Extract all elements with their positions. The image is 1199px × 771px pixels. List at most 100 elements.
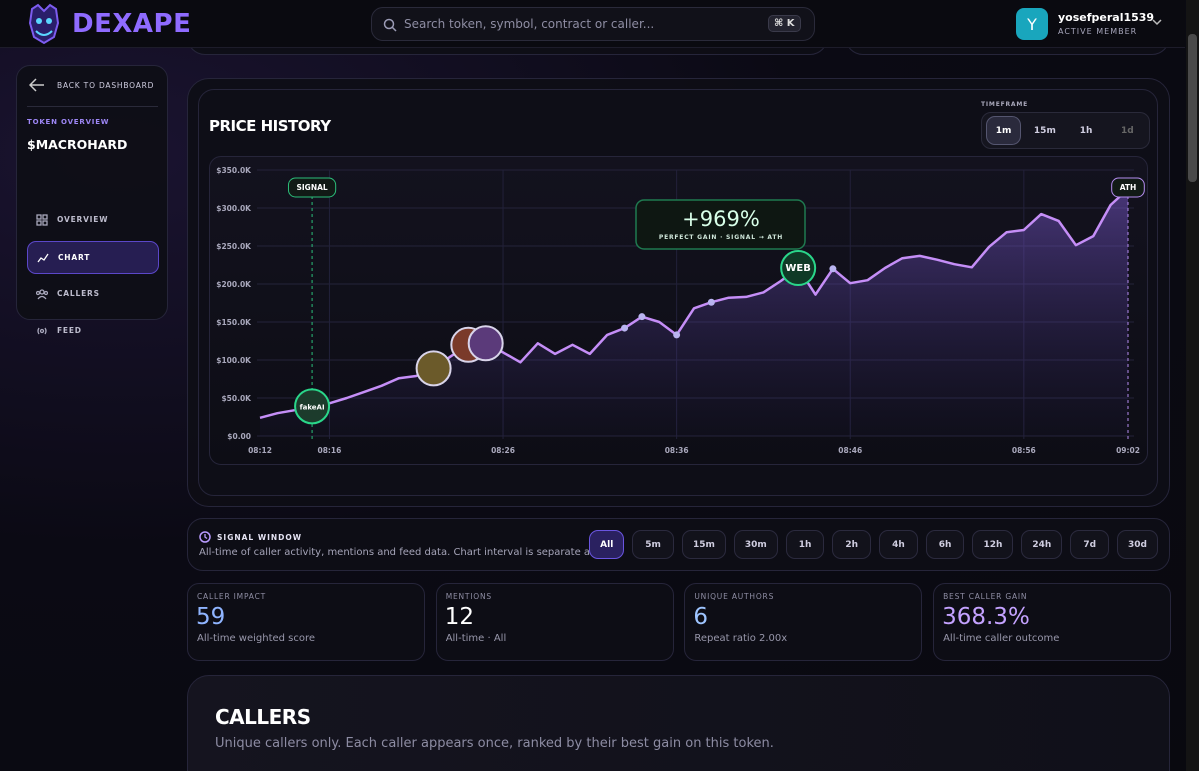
nav-icon bbox=[36, 289, 48, 300]
dropdown-chevron[interactable] bbox=[1152, 19, 1162, 27]
window-option[interactable]: 12h bbox=[972, 530, 1014, 559]
window-description: All-time of caller activity, mentions an… bbox=[199, 547, 618, 558]
timeframe-button[interactable]: 1m bbox=[986, 116, 1022, 145]
x-tick-label: 09:02 bbox=[1116, 446, 1140, 455]
y-tick-label: $300.0K bbox=[216, 204, 252, 213]
timeframe-button[interactable]: 1d bbox=[1121, 125, 1134, 136]
signal-window: SIGNAL WINDOW All-time of caller activit… bbox=[187, 518, 1170, 571]
window-option[interactable]: 7d bbox=[1070, 530, 1110, 559]
avatar[interactable]: Y bbox=[1016, 8, 1048, 40]
annotation-label: ATH bbox=[1120, 183, 1137, 192]
stat-value: 12 bbox=[444, 604, 474, 630]
window-option[interactable]: 4h bbox=[879, 530, 918, 559]
x-tick-label: 08:16 bbox=[318, 446, 342, 455]
caller-marker[interactable] bbox=[780, 250, 817, 287]
window-option[interactable]: 5m bbox=[632, 530, 674, 559]
stat-label: BEST CALLER GAIN bbox=[943, 592, 1028, 601]
nav-label: CHART bbox=[58, 253, 91, 262]
point bbox=[707, 298, 715, 306]
window-option[interactable]: 2h bbox=[832, 530, 872, 559]
nav-label: FEED bbox=[57, 326, 82, 335]
scroll-thumb[interactable] bbox=[1188, 34, 1197, 182]
nav-item[interactable]: OVERVIEW bbox=[27, 204, 159, 237]
window-options: All 5m 15m 30m 1h 2h 4h 6h 12h 24h 7d 30d bbox=[589, 530, 1158, 559]
annotation-label: SIGNAL bbox=[296, 183, 327, 192]
window-option[interactable]: 15m bbox=[681, 530, 726, 559]
window-option[interactable]: All bbox=[589, 530, 625, 559]
y-tick-label: $350.0K bbox=[216, 166, 252, 175]
stat-card: MENTIONS 12 All-time · All bbox=[435, 583, 674, 661]
point bbox=[621, 324, 629, 332]
logo-text: DEXAPE bbox=[72, 9, 192, 39]
callers-subtitle: Unique callers only. Each caller appears… bbox=[215, 736, 774, 751]
back-link[interactable]: BACK TO DASHBOARD bbox=[57, 81, 155, 90]
x-tick-label: 08:26 bbox=[491, 446, 515, 455]
logo-icon bbox=[28, 3, 60, 45]
search-icon bbox=[383, 18, 397, 32]
section-label: TOKEN OVERVIEW bbox=[27, 118, 110, 126]
point bbox=[673, 331, 681, 339]
timeframe-button[interactable]: 1h bbox=[1079, 125, 1093, 136]
stat-value: 59 bbox=[196, 604, 226, 630]
annotation-tag bbox=[1111, 177, 1145, 198]
divider bbox=[27, 106, 158, 107]
y-tick-label: $150.0K bbox=[216, 318, 252, 327]
clock-icon bbox=[199, 531, 211, 543]
nav-label: OVERVIEW bbox=[57, 215, 109, 224]
scrollbar[interactable] bbox=[1186, 0, 1199, 771]
caller-marker[interactable] bbox=[467, 325, 504, 362]
window-option[interactable]: 30d bbox=[1117, 530, 1158, 559]
callout-subtext: PERFECT GAIN · SIGNAL → ATH bbox=[659, 234, 783, 241]
timeframe-label: TIMEFRAME bbox=[981, 101, 1029, 108]
stat-sub: Repeat ratio 2.00x bbox=[694, 633, 788, 644]
stat-sub: All-time · All bbox=[445, 633, 507, 644]
price-line bbox=[259, 188, 1129, 420]
stat-card: CALLER IMPACT 59 All-time weighted score bbox=[187, 583, 425, 661]
nav-icon bbox=[37, 327, 47, 335]
x-tick-label: 08:56 bbox=[1012, 446, 1036, 455]
stat-card: BEST CALLER GAIN 368.3% All-time caller ou… bbox=[933, 583, 1172, 661]
nav-label: CALLERS bbox=[57, 289, 100, 298]
nav-item[interactable]: CHART bbox=[27, 241, 159, 274]
stat-value: 368.3% bbox=[942, 604, 1030, 630]
window-option[interactable]: 1h bbox=[785, 530, 825, 559]
sidebar: BACK TO DASHBOARD TOKEN OVERVIEW $MACROH… bbox=[16, 65, 168, 335]
x-tick-label: 08:36 bbox=[665, 446, 689, 455]
area bbox=[260, 189, 1128, 436]
caller-marker[interactable] bbox=[415, 350, 452, 387]
callout-text: +969% bbox=[682, 207, 760, 231]
nav-icon bbox=[37, 253, 49, 263]
shortcut: ⌘ K bbox=[768, 15, 801, 32]
x-tick-label: 08:46 bbox=[838, 446, 862, 455]
stat-label: MENTIONS bbox=[445, 592, 492, 601]
stat-label: UNIQUE AUTHORS bbox=[694, 592, 775, 601]
header: DEXAPE Search token, symbol, contract or… bbox=[0, 0, 1185, 48]
callers-card: CALLERS Unique callers only. Each caller… bbox=[187, 675, 1170, 771]
panel-title: PRICE HISTORY bbox=[209, 117, 331, 135]
nav-item[interactable]: FEED bbox=[27, 315, 159, 348]
timeframe-group: 1m 15m 1h 1d bbox=[981, 112, 1150, 149]
annotation-tag bbox=[287, 177, 337, 198]
point bbox=[829, 265, 837, 273]
nav-item[interactable]: CALLERS bbox=[27, 278, 159, 311]
nav-icon bbox=[36, 214, 48, 226]
stat-sub: All-time weighted score bbox=[197, 633, 316, 644]
search-placeholder: Search token, symbol, contract or caller… bbox=[404, 17, 655, 31]
window-option[interactable]: 6h bbox=[925, 530, 965, 559]
caller-marker-label: fakeAI bbox=[300, 403, 325, 411]
callout-box bbox=[635, 199, 806, 250]
user-role: ACTIVE MEMBER bbox=[1058, 27, 1138, 36]
window-option[interactable]: 30m bbox=[733, 530, 778, 559]
point bbox=[638, 313, 646, 321]
y-tick-label: $200.0K bbox=[216, 280, 252, 289]
timeframe-button[interactable]: 15m bbox=[1033, 125, 1056, 136]
back-icon bbox=[29, 78, 44, 92]
caller-marker[interactable] bbox=[294, 388, 331, 425]
window-option[interactable]: 24h bbox=[1021, 530, 1063, 559]
search-box[interactable]: Search token, symbol, contract or caller… bbox=[371, 7, 815, 41]
chart: $0.00 $50.0K $100.0K $150.0K $200.0K $250.0K $… bbox=[216, 166, 1145, 455]
token-name: $MACROHARD bbox=[27, 137, 128, 152]
x-tick-label: 08:12 bbox=[248, 446, 272, 455]
stat-sub: All-time caller outcome bbox=[943, 633, 1060, 644]
